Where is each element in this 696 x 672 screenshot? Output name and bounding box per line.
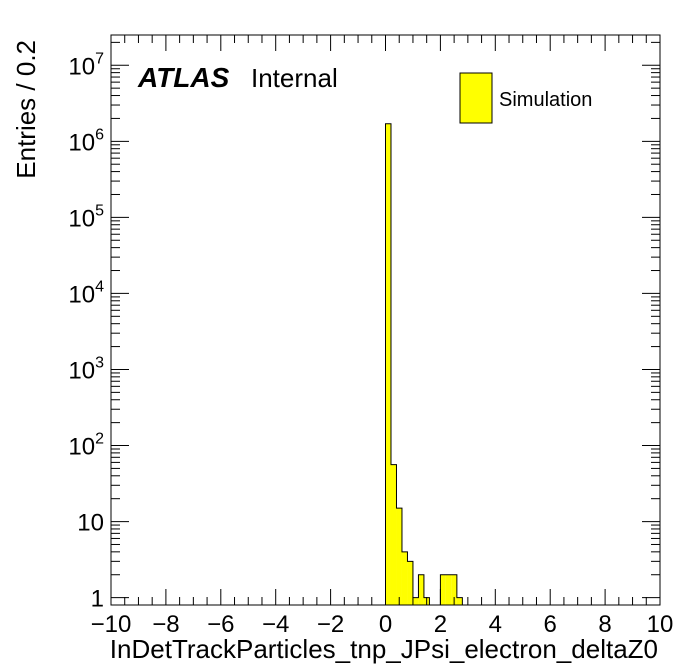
x-tick-label: 10 bbox=[647, 611, 674, 638]
histogram-bar bbox=[396, 508, 402, 605]
y-tick-label: 1 bbox=[91, 586, 104, 613]
histogram-bar bbox=[412, 597, 419, 605]
histogram-bar bbox=[401, 551, 408, 605]
y-tick-label: 103 bbox=[68, 354, 104, 384]
x-tick-label: −4 bbox=[262, 611, 289, 638]
histogram-bar bbox=[407, 561, 413, 605]
legend-swatch bbox=[459, 72, 493, 124]
axis-ticks bbox=[110, 35, 661, 605]
y-tick-labels: 1 10 102 103 104 105 106 107 bbox=[68, 50, 104, 612]
histogram-bar bbox=[451, 574, 457, 605]
histogram-bar bbox=[440, 574, 446, 605]
y-tick-label: 107 bbox=[68, 50, 104, 80]
y-tick-label: 106 bbox=[68, 126, 104, 156]
internal-label: Internal bbox=[251, 63, 338, 93]
y-tick-label: 104 bbox=[68, 278, 104, 308]
y-tick-label: 10 bbox=[77, 510, 104, 537]
x-tick-label: 0 bbox=[379, 611, 392, 638]
histogram-bar bbox=[418, 574, 424, 605]
y-axis-label: Entries / 0.2 bbox=[11, 40, 41, 179]
legend-label-simulation: Simulation bbox=[499, 89, 592, 111]
x-tick-label: 4 bbox=[489, 611, 502, 638]
x-tick-label: 2 bbox=[434, 611, 447, 638]
x-tick-label: 6 bbox=[544, 611, 557, 638]
histogram-bar bbox=[390, 464, 397, 605]
x-tick-labels: −10 −8 −6 −4 −2 0 2 4 6 8 10 bbox=[91, 611, 674, 638]
x-tick-label: −6 bbox=[207, 611, 234, 638]
x-axis-label: InDetTrackParticles_tnp_JPsi_electron_de… bbox=[110, 634, 658, 664]
histogram-bar bbox=[385, 123, 391, 606]
histogram-bars bbox=[385, 123, 463, 606]
atlas-label: ATLAS bbox=[137, 62, 230, 93]
histogram-bar bbox=[445, 574, 452, 605]
y-tick-label: 105 bbox=[68, 202, 104, 232]
x-tick-label: 8 bbox=[598, 611, 611, 638]
histogram-bar bbox=[456, 597, 463, 605]
y-tick-label: 102 bbox=[68, 431, 104, 461]
plot-frame bbox=[110, 34, 661, 606]
x-tick-label: −10 bbox=[91, 611, 132, 638]
x-tick-label: −2 bbox=[317, 611, 344, 638]
x-tick-label: −8 bbox=[152, 611, 179, 638]
histogram-outline bbox=[385, 123, 463, 606]
